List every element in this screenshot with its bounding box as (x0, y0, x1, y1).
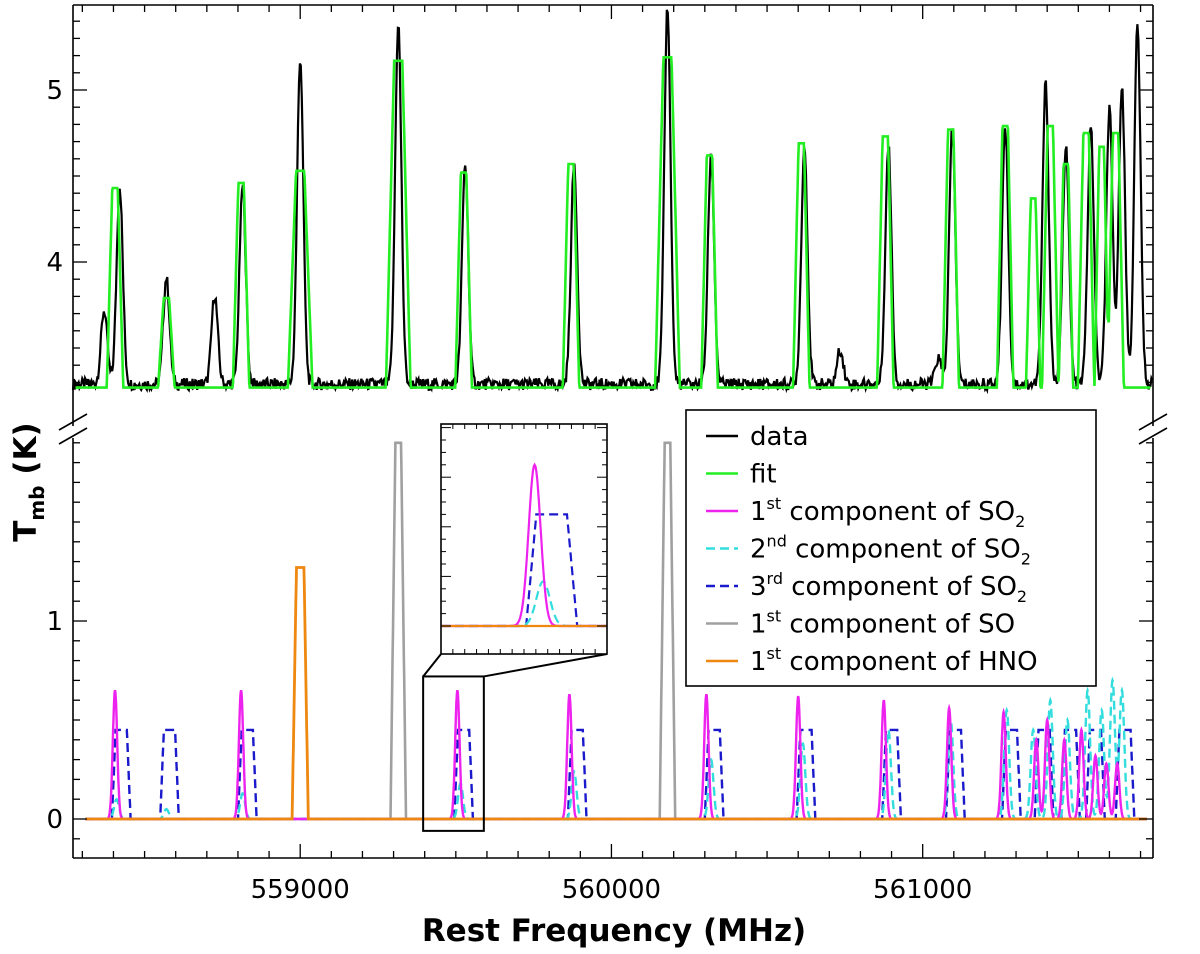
legend-label-part: nd (767, 532, 787, 551)
y-tick-label-lower: 1 (46, 607, 63, 637)
legend-label-part: st (767, 644, 782, 663)
legend-label-part: 2 (1015, 512, 1025, 531)
axes-layer: 559000 560000 561000 4 5 0 1 (46, 4, 1168, 905)
legend-label-part: 3 (750, 572, 767, 602)
legend-label-part: 1 (750, 647, 767, 677)
hno-1-line (85, 566, 1147, 821)
legend-label-data: data (750, 422, 809, 452)
y-tick-label-upper: 4 (46, 248, 63, 278)
legend-label-part: component of SO (783, 572, 1017, 602)
x-tick-label: 560000 (562, 875, 661, 905)
series-layer (71, 9, 1154, 821)
y-tick-label-lower: 0 (46, 805, 63, 835)
legend-label-part: rd (767, 569, 783, 588)
zoom-rect (422, 675, 485, 832)
legend-label-so2_1: 1st component of SO2 (750, 494, 1025, 531)
x-tick-label: 561000 (873, 875, 972, 905)
legend-label-part: component of HNO (781, 647, 1037, 677)
legend-label-so2_3: 3rd component of SO2 (750, 569, 1027, 606)
legend-label-part: component of SO (787, 535, 1021, 565)
y-tick-label-upper: 5 (46, 76, 63, 106)
legend-label-part: st (767, 494, 782, 513)
legend-label-part: fit (750, 460, 777, 490)
legend-label-part: st (767, 607, 782, 626)
legend-label-part: component of SO (781, 497, 1015, 527)
inset-background (441, 424, 607, 654)
legend-label-part: data (750, 422, 809, 452)
legend-label-fit: fit (750, 460, 777, 490)
inset-plot (440, 423, 608, 655)
fit-line (75, 56, 1151, 389)
legend-label-part: 2 (1017, 587, 1027, 606)
x-axis-title: Rest Frequency (MHz) (422, 913, 806, 949)
legend-box (685, 409, 1097, 687)
y-axis-title: Tmb (K) (8, 422, 49, 541)
so2-1-line (85, 690, 1147, 821)
axis-break-left (58, 413, 88, 445)
legend-label-part: component of SO (781, 610, 1015, 640)
legend-label-hno_1: 1st component of HNO (750, 644, 1038, 677)
legend-label-part: 1 (750, 610, 767, 640)
y-axis-title-main: T (8, 521, 44, 542)
x-tick-label: 559000 (251, 875, 350, 905)
zoom-indicator (422, 653, 608, 832)
zoom-connector (422, 653, 608, 678)
axis-break-right (1138, 413, 1168, 445)
legend-label-part: 2 (750, 535, 767, 565)
legend-label-so_1: 1st component of SO (750, 607, 1015, 640)
y-axis-title-unit: (K) (8, 422, 44, 485)
legend-label-part: 2 (1021, 550, 1031, 569)
legend-label-part: 1 (750, 497, 767, 527)
legend-label-so2_2: 2nd component of SO2 (750, 532, 1031, 569)
y-axis-title-sub: mb (25, 485, 49, 520)
